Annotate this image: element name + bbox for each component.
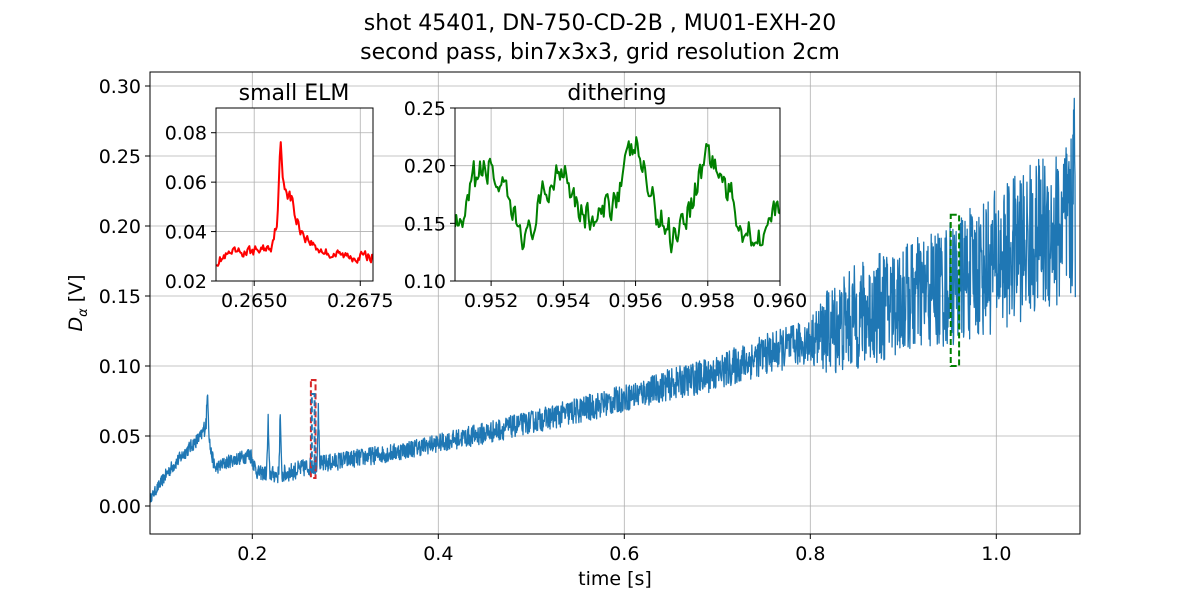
inset-dithering-xtick-label: 0.958 xyxy=(681,290,735,312)
main-xtick-label: 0.6 xyxy=(609,543,639,565)
inset-dithering-axes: 0.952 0.954 0.956 0.958 0.960 0.10 0.15 0.20 0.2… xyxy=(404,98,808,312)
inset-small-elm-xtick-label: 0.2650 xyxy=(221,290,287,312)
main-ytick-label: 0.05 xyxy=(99,426,141,448)
main-ylabel: Dα [V] xyxy=(65,274,91,331)
inset-small-elm-ytick-label: 0.06 xyxy=(165,172,207,194)
main-highlight-box xyxy=(310,393,316,474)
inset-small-elm-title: small ELM xyxy=(239,81,350,106)
inset-dithering-series-line xyxy=(455,136,780,254)
main-ylabel-symbol: D xyxy=(65,317,87,332)
inset-small-elm-frame xyxy=(215,107,374,282)
main-xlabel: time [s] xyxy=(578,568,652,590)
main-xtick-label: 0.4 xyxy=(423,543,453,565)
inset-dithering-ytick-label: 0.25 xyxy=(404,98,446,120)
inset-dithering-ytick-label: 0.20 xyxy=(404,156,446,178)
inset-small-elm-series-line xyxy=(216,141,373,267)
inset-small-elm-ytick-label: 0.04 xyxy=(165,222,207,244)
main-frame xyxy=(149,71,1081,535)
inset-dithering-xtick-label: 0.960 xyxy=(753,290,807,312)
main-ytick-label: 0.20 xyxy=(99,216,141,238)
inset-small-elm-ytick-label: 0.08 xyxy=(165,123,207,145)
inset-dithering-frame xyxy=(454,107,781,282)
inset-dithering-ytick-label: 0.10 xyxy=(404,271,446,293)
main-ytick-label: 0.00 xyxy=(99,496,141,518)
main-ylabel-subscript: α xyxy=(76,308,91,317)
inset-dithering-xtick-label: 0.956 xyxy=(608,290,662,312)
main-ytick-label: 0.25 xyxy=(99,146,141,168)
inset-small-elm-ytick-label: 0.02 xyxy=(165,271,207,293)
main-series-line xyxy=(150,97,1076,503)
inset-dithering-xtick-label: 0.954 xyxy=(536,290,590,312)
main-highlight-box xyxy=(949,213,961,367)
inset-dithering-title: dithering xyxy=(567,81,666,106)
main-xtick-label: 0.8 xyxy=(795,543,825,565)
main-ytick-label: 0.10 xyxy=(99,356,141,378)
main-ylabel-unit: [V] xyxy=(65,274,87,308)
figure-title-line1: shot 45401, DN-750-CD-2B , MU01-EXH-20 xyxy=(364,11,837,36)
inset-small-elm-background xyxy=(216,108,373,281)
inset-small-elm-xtick-label: 0.2675 xyxy=(327,290,393,312)
inset-dithering-xtick-label: 0.952 xyxy=(464,290,518,312)
inset-dithering-ytick-label: 0.15 xyxy=(404,213,446,235)
main-xtick-label: 0.2 xyxy=(237,543,267,565)
main-xtick-label: 1.0 xyxy=(981,543,1011,565)
main-ytick-label: 0.15 xyxy=(99,286,141,308)
inset-small-elm-axes: 0.2650 0.2675 0.02 0.04 0.06 0.08 xyxy=(165,107,394,312)
figure-title-line2: second pass, bin7x3x3, grid resolution 2… xyxy=(360,40,840,65)
main-ytick-label: 0.30 xyxy=(99,76,141,98)
